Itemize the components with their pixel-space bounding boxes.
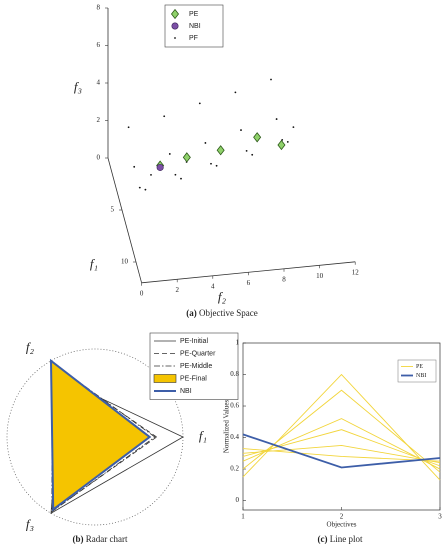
- legend-label: PE-Middle: [180, 363, 212, 370]
- point: [127, 126, 130, 129]
- line: [242, 433, 441, 469]
- legend-marker: [174, 37, 176, 39]
- axis-label: f₂: [218, 289, 227, 304]
- point: [240, 129, 242, 131]
- line: [242, 418, 441, 470]
- point: [204, 142, 207, 144]
- y-tick-label: 0: [236, 496, 240, 504]
- legend-label: NBI: [189, 23, 201, 30]
- axis-label: f₂: [26, 340, 35, 355]
- point: [144, 188, 147, 191]
- x-tick-label: 4: [211, 282, 215, 290]
- x-tick-label: 2: [175, 286, 179, 294]
- point: [163, 115, 166, 118]
- legend-label: PE: [189, 11, 199, 18]
- y-tick-label: 8: [97, 4, 101, 12]
- point: [133, 165, 136, 168]
- x-tick-label: 10: [316, 272, 324, 280]
- legend-label: PE: [416, 364, 423, 370]
- point: [156, 163, 164, 171]
- point: [245, 149, 248, 152]
- point: [292, 126, 295, 128]
- x-tick-label: 12: [352, 268, 360, 276]
- point: [286, 141, 289, 143]
- line: [242, 448, 441, 462]
- x-tick-label: 3: [438, 513, 442, 521]
- caption: (b) Radar chart: [73, 534, 128, 544]
- radar-shape: [49, 358, 152, 512]
- caption-text: Radar chart: [86, 534, 128, 544]
- legend-marker: [171, 22, 179, 30]
- radar-shape: [50, 359, 152, 511]
- line: [242, 429, 441, 467]
- axis-label: Normalized Values: [223, 400, 231, 454]
- caption-label: (b): [73, 534, 84, 544]
- point: [275, 118, 278, 120]
- caption-label: (a): [186, 308, 197, 318]
- point: [251, 153, 254, 156]
- point: [138, 186, 141, 189]
- legend-box: [149, 332, 239, 400]
- legend-label: NBI: [416, 373, 426, 379]
- legend-swatch: [153, 374, 177, 383]
- point: [174, 173, 177, 176]
- point: [180, 177, 182, 180]
- axis-label: Objectives: [327, 521, 357, 529]
- line: [242, 389, 441, 473]
- y-tick-label: 2: [97, 116, 101, 124]
- y-tick-label: 0.8: [230, 370, 239, 378]
- axis-label: f₃: [74, 79, 82, 94]
- y-tick-label: 1: [236, 339, 240, 347]
- x-tick-label: 0: [140, 289, 144, 297]
- x-tick-label: 6: [247, 279, 251, 287]
- legend-label: NBI: [180, 388, 192, 395]
- x-tick-label: 2: [340, 513, 344, 521]
- point: [168, 153, 171, 155]
- caption-label: (c): [318, 534, 328, 544]
- axis-label: f₃: [26, 516, 34, 531]
- point: [150, 173, 152, 176]
- y-tick-label: 0.2: [230, 465, 239, 473]
- legend-label: PE-Quarter: [180, 350, 216, 357]
- point: [277, 139, 286, 151]
- y-tick-label: 0.6: [230, 402, 239, 410]
- point: [234, 91, 237, 94]
- x-tick-label: 1: [241, 513, 245, 521]
- caption: (a) Objective Space: [186, 308, 257, 318]
- legend-label: PE-Initial: [180, 338, 208, 345]
- point: [210, 162, 212, 165]
- axis-label: f₁: [90, 256, 98, 271]
- z-tick-label: 10: [121, 258, 129, 266]
- point: [216, 145, 225, 156]
- y-tick-label: 0: [97, 154, 101, 162]
- y-tick-label: 4: [97, 79, 101, 87]
- legend-label: PF: [189, 35, 198, 42]
- y-tick-label: 0.4: [230, 433, 239, 441]
- legend-box: [397, 359, 437, 383]
- point: [253, 132, 262, 143]
- x-tick-label: 8: [282, 275, 286, 283]
- point: [215, 164, 218, 167]
- legend-label: PE-Final: [180, 375, 207, 382]
- point: [270, 78, 272, 81]
- caption: (c) Line plot: [318, 534, 363, 544]
- axis-label: f₁: [199, 428, 207, 443]
- point: [182, 152, 191, 163]
- z-tick-label: 5: [111, 206, 115, 214]
- point: [198, 102, 201, 105]
- legend-marker: [170, 8, 180, 20]
- caption-text: Line plot: [330, 534, 363, 544]
- caption-text: Objective Space: [199, 308, 258, 318]
- y-tick-label: 6: [97, 41, 101, 49]
- line: [242, 444, 441, 464]
